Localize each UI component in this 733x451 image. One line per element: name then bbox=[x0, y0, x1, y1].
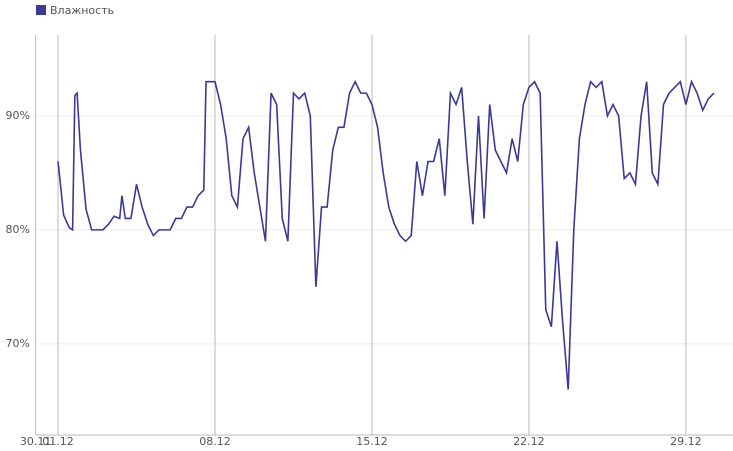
y-tick-label: 70% bbox=[6, 337, 30, 350]
y-tick-label: 90% bbox=[6, 109, 30, 122]
x-tick-label: 08.12 bbox=[199, 435, 231, 448]
x-tick-label: 30.11 bbox=[20, 435, 52, 448]
x-tick-label: 15.12 bbox=[356, 435, 388, 448]
x-tick-label: 22.12 bbox=[513, 435, 545, 448]
line bbox=[57, 79, 715, 390]
x-tick-label: 01.12 bbox=[42, 435, 74, 448]
x-tick-label: 29.12 bbox=[670, 435, 702, 448]
legend-swatch bbox=[36, 5, 46, 15]
y-tick-label: 80% bbox=[6, 223, 30, 236]
legend-label[interactable]: Влажность bbox=[50, 4, 114, 17]
